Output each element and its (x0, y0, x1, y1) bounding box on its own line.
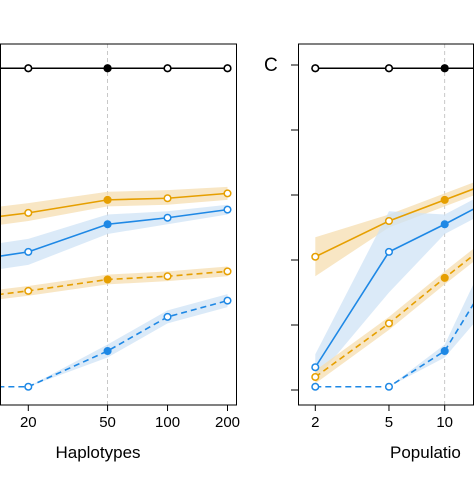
band-orange-dashed (315, 248, 474, 384)
data-point-black-dashed (440, 64, 449, 73)
data-point-blue-solid (223, 205, 232, 214)
data-point-blue-solid (440, 220, 449, 229)
x-tick-label: 50 (99, 414, 116, 431)
data-point-blue-solid (384, 247, 394, 256)
plot-frame (0, 43, 237, 406)
panel-2: 2 5 10 Populatio C (264, 43, 474, 462)
data-point-orange-solid (384, 216, 394, 226)
data-point-blue-dashed (103, 346, 112, 356)
x-tick-label: 200 (215, 414, 240, 431)
series-line-blue-solid (314, 208, 474, 368)
data-point-black-dashed (163, 64, 172, 73)
data-point-black-dashed (223, 64, 232, 73)
plot-area (0, 44, 232, 405)
data-point-orange-solid (24, 208, 33, 217)
series-line-blue-dashed (315, 302, 474, 388)
data-point-blue-dashed (223, 296, 232, 305)
data-point-black-dashed (103, 64, 112, 73)
band-blue-dashed (0, 294, 228, 387)
data-point-blue-dashed (163, 312, 172, 321)
data-point-orange-solid (440, 195, 449, 204)
panel-1: 20 50 100 200 Haplotypes (0, 43, 240, 462)
data-point-orange-dashed (384, 319, 394, 328)
x-axis-label: Populatio (390, 443, 461, 462)
x-tick-label: 5 (385, 414, 393, 431)
series-line-orange-solid (314, 188, 474, 258)
data-point-blue-dashed (440, 346, 449, 356)
series-line-orange-dashed (314, 254, 474, 378)
data-point-black-dashed (311, 64, 320, 73)
data-point-blue-solid (103, 220, 112, 229)
data-point-blue-solid (24, 247, 33, 256)
data-point-orange-solid (163, 194, 172, 203)
x-axis-label: Haplotypes (55, 443, 140, 462)
x-tick-label: 2 (311, 414, 319, 431)
data-point-blue-solid (163, 213, 172, 222)
panel-label: C (264, 55, 278, 76)
data-point-black-dashed (24, 64, 33, 73)
band-blue-dashed (315, 284, 474, 387)
band-blue-solid (315, 199, 474, 381)
data-point-blue-dashed (24, 382, 33, 391)
x-tick-label: 100 (155, 414, 180, 431)
data-point-orange-dashed (24, 286, 33, 295)
data-point-orange-dashed (223, 267, 232, 276)
band-orange-solid (315, 182, 474, 277)
data-point-orange-solid (311, 252, 320, 261)
data-point-orange-dashed (311, 372, 320, 382)
data-point-blue-dashed (384, 382, 394, 391)
data-point-black-dashed (384, 64, 394, 73)
data-point-orange-dashed (163, 272, 172, 281)
band-blue-solid (0, 204, 228, 270)
data-point-orange-solid (223, 189, 232, 198)
x-tick-label: 20 (20, 414, 37, 431)
data-point-blue-solid (311, 363, 320, 372)
data-point-blue-dashed (311, 382, 320, 391)
x-tick-label: 10 (436, 414, 453, 431)
data-point-orange-solid (103, 195, 112, 204)
data-point-orange-dashed (440, 273, 449, 282)
data-point-orange-dashed (103, 275, 112, 284)
plot-area (311, 44, 474, 405)
